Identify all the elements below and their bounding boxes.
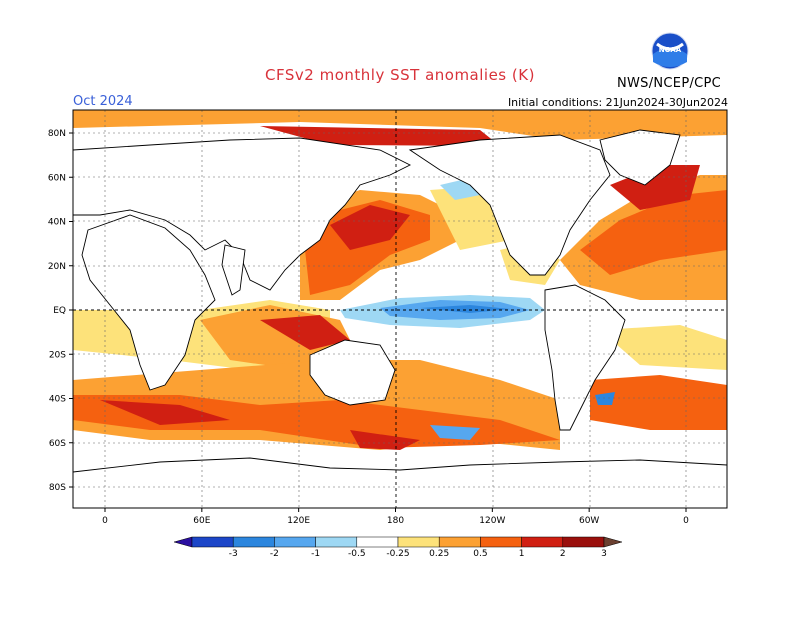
colorbar-swatch <box>438 536 481 548</box>
lon-tick-label: 120E <box>287 516 310 526</box>
colorbar-level-label: -0.25 <box>386 549 409 559</box>
lon-tick-label: 60W <box>579 516 599 526</box>
lat-tick-label: 80S <box>49 483 66 493</box>
colorbar-max-arrow <box>603 536 623 548</box>
lat-tick-label: 40S <box>49 395 66 405</box>
colorbar-swatch <box>191 536 234 548</box>
gridlines <box>73 110 727 508</box>
latitude-axis: 80N 60N 40N 20N EQ 20S 40S 60S 80S <box>48 129 73 493</box>
colorbar-level-label: 3 <box>601 549 607 559</box>
colorbar-swatch <box>315 536 358 548</box>
lon-tick-label: 120W <box>479 516 505 526</box>
svg-text:NOAA: NOAA <box>659 46 682 54</box>
colorbar-level-label: -3 <box>229 549 238 559</box>
colorbar-level-label: 0.5 <box>473 549 487 559</box>
lon-tick-label: 180 <box>387 516 404 526</box>
colorbar-swatch <box>232 536 275 548</box>
colorbar-level-label: 1 <box>519 549 525 559</box>
lon-tick-label: 60E <box>193 516 210 526</box>
colorbar-level-label: -2 <box>270 549 279 559</box>
reference-lines <box>73 110 727 508</box>
coastlines <box>73 129 727 508</box>
colorbar-level-label: -1 <box>311 549 320 559</box>
lat-tick-label: 20N <box>48 262 66 272</box>
colorbar-swatch <box>397 536 440 548</box>
valid-month: Oct 2024 <box>73 94 133 109</box>
lat-tick-label: 20S <box>49 350 66 360</box>
organization-label: NWS/NCEP/CPC <box>617 76 722 91</box>
lat-tick-label: 60N <box>48 173 66 183</box>
lat-tick-label: EQ <box>53 306 66 316</box>
initial-conditions: Initial conditions: 21Jun2024-30Jun2024 <box>507 96 728 109</box>
map-title: CFSv2 monthly SST anomalies (K) <box>265 66 535 84</box>
lat-tick-label: 80N <box>48 129 66 139</box>
colorbar-level-label: 2 <box>560 549 566 559</box>
longitude-axis: 0 60E 120E 180 120W 60W 0 <box>102 508 689 526</box>
colorbar-swatch <box>562 536 605 548</box>
lat-tick-label: 40N <box>48 218 66 228</box>
colorbar-min-arrow <box>173 536 193 548</box>
colorbar-swatch <box>521 536 564 548</box>
colorbar-level-label: -0.5 <box>348 549 366 559</box>
plot-frame <box>72 109 728 509</box>
colorbar-swatch <box>274 536 316 548</box>
lon-tick-label: 0 <box>683 516 689 526</box>
colorbar-swatch <box>356 536 399 548</box>
lat-tick-label: 60S <box>49 439 66 449</box>
colorbar-swatch <box>480 536 522 548</box>
colorbar-level-label: 0.25 <box>429 549 449 559</box>
noaa-logo-icon: NOAA <box>651 32 689 70</box>
lon-tick-label: 0 <box>102 516 108 526</box>
